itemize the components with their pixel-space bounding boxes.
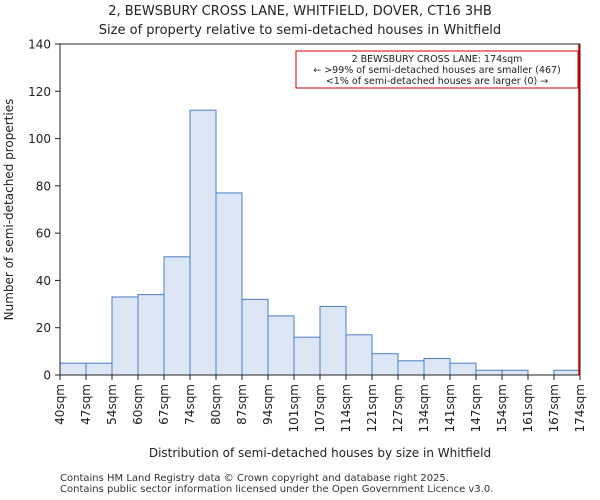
x-tick-label: 147sqm — [469, 384, 483, 432]
x-tick-label: 47sqm — [79, 384, 93, 425]
histogram-bar — [241, 298, 269, 376]
histogram-bar — [475, 369, 503, 376]
y-tick-label: 60 — [36, 227, 51, 241]
y-tick-label: 140 — [28, 38, 51, 52]
histogram-bar — [449, 362, 477, 376]
histogram-bar — [137, 294, 165, 376]
x-tick-label: 134sqm — [417, 384, 431, 432]
x-tick-label: 54sqm — [105, 384, 119, 425]
x-tick-label: 60sqm — [131, 384, 145, 425]
footer-copyright: Contains HM Land Registry data © Crown c… — [60, 473, 449, 484]
histogram-bar — [85, 362, 113, 376]
chart-title: 2, BEWSBURY CROSS LANE, WHITFIELD, DOVER… — [0, 2, 600, 40]
x-tick-label: 67sqm — [157, 384, 171, 425]
histogram-bar — [423, 357, 451, 376]
histogram-bar — [215, 192, 243, 376]
y-tick-label: 80 — [36, 179, 51, 193]
y-tick-label: 0 — [43, 369, 51, 383]
x-tick-label: 107sqm — [313, 384, 327, 432]
annotation-line-1: 2 BEWSBURY CROSS LANE: 174sqm — [352, 54, 523, 65]
annotation-frame — [295, 50, 579, 89]
x-tick-label: 80sqm — [209, 384, 223, 425]
x-tick-label: 141sqm — [443, 384, 457, 432]
title-line-2: Size of property relative to semi-detach… — [98, 23, 502, 38]
y-tick-label: 40 — [36, 274, 51, 288]
x-tick-label: 40sqm — [53, 384, 67, 425]
title-line-1: 2, BEWSBURY CROSS LANE, WHITFIELD, DOVER… — [108, 4, 492, 19]
histogram-bar — [397, 360, 425, 376]
footer-licence: Contains public sector information licen… — [60, 484, 494, 495]
histogram-bar — [111, 296, 139, 376]
x-tick-label: 154sqm — [495, 384, 509, 432]
histogram-bar — [319, 305, 347, 376]
x-tick-label: 174sqm — [573, 384, 587, 432]
annotation-line-2: ← >99% of semi-detached houses are small… — [313, 65, 561, 76]
histogram-bar — [59, 362, 87, 376]
x-tick-label: 167sqm — [547, 384, 561, 432]
histogram-bar — [553, 369, 581, 376]
histogram-bar — [293, 336, 321, 376]
histogram-bar — [501, 369, 529, 376]
histogram-bar — [371, 353, 399, 376]
histogram-bar — [267, 315, 295, 376]
y-tick-label: 20 — [36, 321, 51, 335]
x-tick-label: 94sqm — [261, 384, 275, 425]
histogram-bar — [189, 109, 217, 376]
x-tick-label: 121sqm — [365, 384, 379, 432]
x-tick-label: 114sqm — [339, 384, 353, 432]
x-tick-label: 161sqm — [521, 384, 535, 432]
x-tick-label: 101sqm — [287, 384, 301, 432]
annotation-line-3: <1% of semi-detached houses are larger (… — [326, 76, 548, 87]
histogram-bar — [345, 334, 373, 376]
x-tick-label: 127sqm — [391, 384, 405, 432]
x-tick-label: 74sqm — [183, 384, 197, 425]
annotation-box: 2 BEWSBURY CROSS LANE: 174sqm ← >99% of … — [295, 50, 579, 89]
y-axis-label: Number of semi-detached properties — [2, 99, 16, 321]
histogram-bar — [163, 256, 191, 376]
x-tick-label: 87sqm — [235, 384, 249, 425]
x-axis-label: Distribution of semi-detached houses by … — [149, 446, 491, 460]
y-tick-label: 100 — [28, 132, 51, 146]
y-tick-label: 120 — [28, 85, 51, 99]
